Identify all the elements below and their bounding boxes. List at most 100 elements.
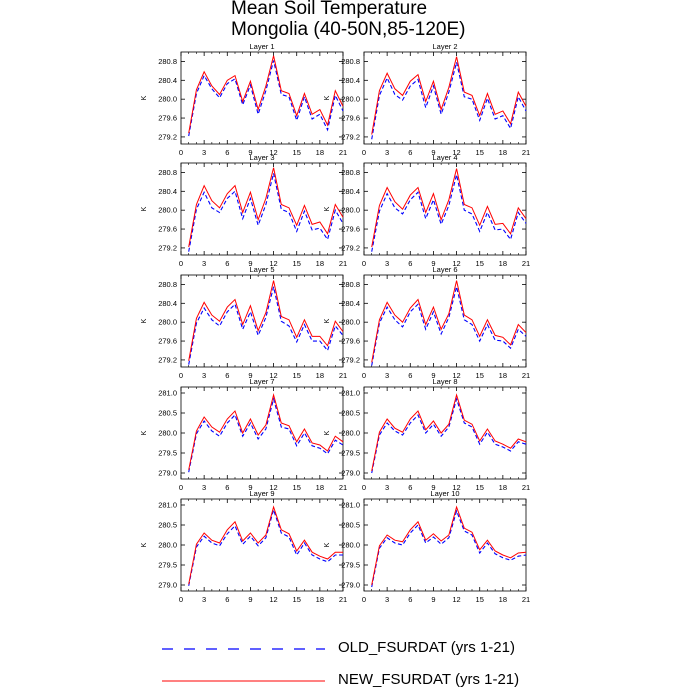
x-tick-label: 12	[452, 371, 460, 380]
y-tick-label: 279.2	[158, 355, 177, 364]
x-tick-label: 18	[499, 483, 507, 492]
y-tick-label: 279.0	[158, 581, 177, 590]
plot-frame	[180, 51, 344, 145]
y-tick-label: 280.0	[158, 206, 177, 215]
y-tick-label: 280.0	[341, 318, 360, 327]
x-tick-label: 0	[362, 371, 366, 380]
x-tick-label: 0	[179, 371, 183, 380]
panel-layer-10: Layer 10 K 0 3 6 9 12 15 18 21 279.0 279.5 280.0 280.…	[324, 489, 530, 604]
x-tick-label: 12	[269, 595, 277, 604]
y-axis-label: K	[324, 318, 331, 323]
x-tick-label: 3	[385, 259, 389, 268]
x-tick-label: 15	[476, 259, 484, 268]
plot-frame	[363, 386, 527, 480]
y-axis-label: K	[141, 206, 148, 211]
x-tick-label: 0	[179, 259, 183, 268]
panel-title: Layer 2	[432, 42, 457, 51]
plot-frame	[180, 386, 344, 480]
panel-layer-9: Layer 9 K 0 3 6 9 12 15 18 21 279.0 279.5 280.0 280.5…	[141, 489, 347, 604]
plot-frame	[180, 274, 344, 368]
x-tick-label: 6	[408, 595, 412, 604]
x-tick-label: 15	[476, 595, 484, 604]
series-new-line	[188, 505, 343, 585]
x-tick-label: 3	[385, 148, 389, 157]
panel-layer-8: Layer 8 K 0 3 6 9 12 15 18 21 279.0 279.5 280.0 280.5…	[324, 377, 530, 492]
x-tick-label: 9	[248, 595, 252, 604]
chart-title: Mean Soil Temperature	[231, 0, 428, 19]
y-tick-label: 280.4	[341, 299, 360, 308]
x-tick-label: 3	[385, 483, 389, 492]
panel-title: Layer 7	[249, 377, 274, 386]
x-tick-label: 12	[269, 483, 277, 492]
x-tick-label: 15	[293, 371, 301, 380]
y-axis-label: K	[141, 430, 148, 435]
x-tick-label: 12	[269, 259, 277, 268]
y-tick-label: 280.5	[341, 409, 360, 418]
y-tick-label: 281.0	[341, 389, 360, 398]
series-new-line	[371, 393, 527, 472]
x-tick-label: 6	[225, 595, 229, 604]
series-old-line	[188, 173, 344, 252]
y-tick-label: 280.4	[158, 299, 177, 308]
x-tick-label: 12	[452, 595, 460, 604]
panel-layer-3: Layer 3 K 0 3 6 9 12 15 18 21 279.2 279.6 280.0 280.4…	[141, 153, 347, 268]
y-tick-label: 281.0	[341, 501, 360, 510]
x-tick-label: 18	[316, 371, 324, 380]
y-tick-label: 279.6	[158, 114, 177, 123]
x-tick-label: 9	[248, 371, 252, 380]
y-tick-label: 279.6	[158, 337, 177, 346]
panel-title: Layer 3	[249, 153, 274, 162]
y-tick-label: 280.0	[341, 541, 360, 550]
x-tick-label: 0	[179, 148, 183, 157]
x-tick-label: 0	[362, 259, 366, 268]
x-tick-label: 21	[339, 595, 347, 604]
x-tick-label: 6	[408, 371, 412, 380]
x-tick-label: 9	[431, 371, 435, 380]
x-tick-label: 3	[385, 371, 389, 380]
legend: OLD_FSURDAT (yrs 1-21) NEW_FSURDAT (yrs …	[0, 630, 700, 700]
series-old-line	[188, 286, 344, 365]
x-tick-label: 21	[522, 148, 530, 157]
x-tick-label: 6	[225, 259, 229, 268]
x-tick-label: 3	[202, 595, 206, 604]
x-tick-label: 9	[431, 595, 435, 604]
x-tick-label: 6	[408, 259, 412, 268]
series-new-line	[371, 56, 527, 135]
x-tick-label: 15	[476, 148, 484, 157]
series-new-line	[188, 280, 344, 361]
panel-layer-6: Layer 6 K 0 3 6 9 12 15 18 21 279.2 279.6 280.0 280.4…	[324, 265, 530, 380]
y-tick-label: 280.0	[158, 95, 177, 104]
y-tick-label: 279.2	[158, 243, 177, 252]
series-old-line	[371, 62, 527, 140]
series-old-line	[371, 174, 527, 252]
x-tick-label: 12	[269, 148, 277, 157]
x-tick-label: 12	[269, 371, 277, 380]
y-tick-label: 279.0	[158, 469, 177, 478]
x-tick-label: 6	[408, 483, 412, 492]
y-tick-label: 280.4	[158, 187, 177, 196]
y-tick-label: 279.0	[341, 469, 360, 478]
x-tick-label: 18	[499, 595, 507, 604]
x-tick-label: 18	[499, 259, 507, 268]
legend-old-label: OLD_FSURDAT (yrs 1-21)	[338, 639, 515, 656]
x-tick-label: 21	[339, 148, 347, 157]
y-tick-label: 279.2	[341, 243, 360, 252]
y-tick-label: 280.0	[341, 206, 360, 215]
y-tick-label: 279.0	[341, 581, 360, 590]
y-tick-label: 280.5	[341, 521, 360, 530]
x-tick-label: 21	[339, 259, 347, 268]
panel-title: Layer 1	[249, 42, 274, 51]
y-tick-label: 279.6	[341, 114, 360, 123]
x-tick-label: 0	[179, 483, 183, 492]
x-tick-label: 21	[522, 259, 530, 268]
y-tick-label: 280.8	[158, 168, 177, 177]
y-axis-label: K	[141, 95, 148, 100]
x-tick-label: 9	[431, 483, 435, 492]
y-axis-label: K	[324, 430, 331, 435]
x-tick-label: 15	[476, 483, 484, 492]
series-new-line	[188, 393, 344, 470]
series-old-line	[371, 397, 527, 474]
y-tick-label: 280.4	[341, 76, 360, 85]
x-tick-label: 12	[452, 483, 460, 492]
panel-title: Layer 6	[432, 265, 457, 274]
